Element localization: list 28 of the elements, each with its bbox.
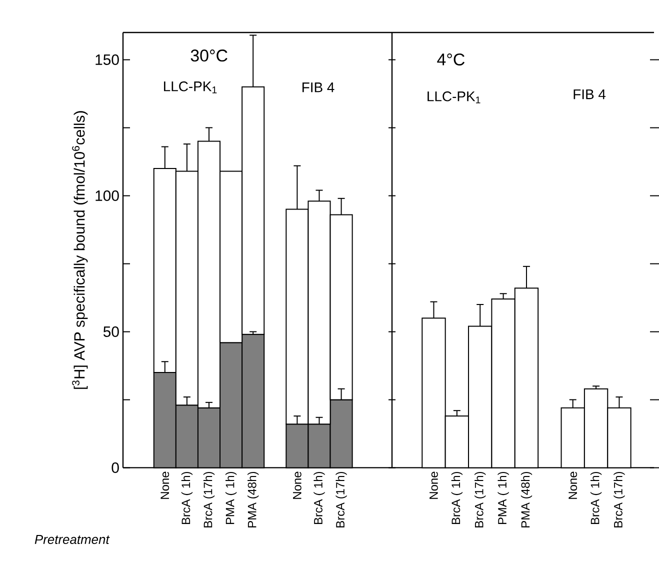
x-tick-label: PMA ( 1h) — [498, 472, 509, 524]
y-tick-label: 0 — [112, 462, 119, 473]
x-tick-label: BrcA ( 1h) — [590, 472, 602, 524]
x-tick-label: PMA (48h) — [248, 472, 259, 528]
x-tick-label: BrcA (17h) — [203, 472, 215, 528]
x-tick-label: BrcA ( 1h) — [181, 472, 193, 524]
y-tick-label: 100 — [96, 190, 119, 201]
x-tick-label: BrcA (17h) — [474, 472, 486, 528]
y-axis-title: [$^{3}$H] AVP specifically bound (fmol/10$^{6}$cells) — [72, 111, 88, 389]
annotation: LLC-PK$_{1}$ — [164, 81, 217, 94]
annotation: 4°C — [437, 53, 465, 66]
x-tick-label: None — [430, 472, 438, 499]
x-tick-label: None — [160, 472, 170, 499]
annotation: LLC-PK$_{1}$ — [428, 91, 480, 104]
x-tick-label: PMA (48h) — [520, 472, 532, 528]
y-tick-label: 50 — [103, 326, 119, 337]
text: Pretreatment — [34, 534, 110, 544]
x-tick-label: PMA ( 1h) — [225, 472, 237, 524]
x-tick-label: BrcA ( 1h) — [451, 472, 462, 524]
x-tick-label: BrcA (17h) — [614, 472, 625, 528]
x-tick-label: BrcA (17h) — [336, 472, 347, 528]
annotation: FIB 4 — [574, 89, 606, 100]
annotation: 30°C — [190, 50, 228, 62]
x-tick-label: None — [293, 472, 302, 499]
annotation: FIB 4 — [302, 82, 334, 92]
x-tick-label: BrcA ( 1h) — [314, 472, 325, 524]
y-tick-label: 150 — [96, 54, 119, 65]
x-tick-label: None — [568, 472, 578, 499]
